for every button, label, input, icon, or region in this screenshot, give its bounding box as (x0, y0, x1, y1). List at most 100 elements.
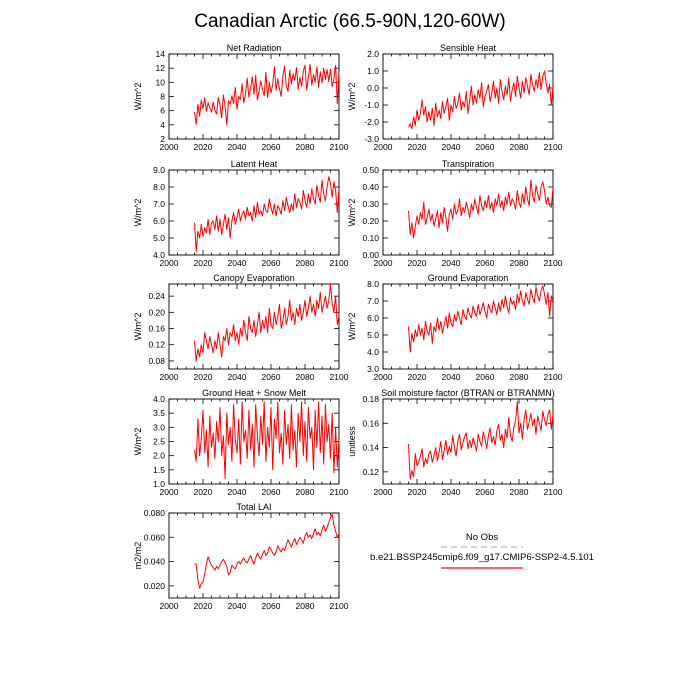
y-axis-label: W/m^2 (347, 83, 357, 111)
series-line (408, 70, 554, 130)
y-tick-label: 14 (156, 49, 166, 59)
x-tick-label: 2040 (228, 601, 247, 611)
y-tick-label: 5.0 (367, 330, 379, 340)
x-tick-label: 2080 (510, 258, 529, 268)
x-tick-label: 2040 (442, 258, 461, 268)
y-axis-label: W/m^2 (133, 428, 143, 456)
y-axis-label: W/m^2 (133, 199, 143, 227)
x-tick-label: 2020 (408, 258, 427, 268)
y-tick-label: 0.18 (362, 394, 379, 404)
y-axis-label: W/m^2 (133, 313, 143, 341)
x-tick-label: 2100 (330, 372, 349, 382)
plot-frame (168, 169, 340, 256)
x-tick-label: 2040 (442, 487, 461, 497)
x-tick-label: 2040 (442, 372, 461, 382)
legend-label-model-run: b.e21.BSSP245cmip6.f09_g17.CMIP6-SSP2-4.… (370, 552, 594, 563)
x-tick-label: 2060 (476, 258, 495, 268)
y-tick-label: 6.0 (153, 216, 165, 226)
chart-net-radiation: Net Radiation 2000 2020 2040 2060 2080 2100 2 4 6… (133, 43, 349, 152)
x-tick-label: 2040 (442, 142, 461, 152)
chart-title: Sensible Heat (440, 43, 497, 53)
y-tick-label: 0.040 (144, 557, 166, 567)
chart-latent-heat: Latent Heat 2000 2020 2040 2060 2080 2100 4.0 5.… (133, 159, 349, 268)
x-tick-label: 2020 (194, 601, 213, 611)
x-tick-label: 2020 (408, 487, 427, 497)
y-tick-label: 5.0 (153, 233, 165, 243)
y-tick-label: 8 (160, 92, 165, 102)
y-axis-label: W/m^2 (347, 313, 357, 341)
x-tick-label: 2060 (262, 487, 281, 497)
panels-group: Net Radiation 2000 2020 2040 2060 2080 2100 2 4 6… (133, 43, 563, 611)
x-tick-label: 2040 (228, 487, 247, 497)
y-tick-label: 4.0 (153, 250, 165, 260)
y-tick-label: 3.5 (153, 408, 165, 418)
chart-total-lai: Total LAI 2000 2020 2040 2060 2080 2100 0.020 0.… (133, 502, 349, 611)
y-tick-label: 2.5 (153, 437, 165, 447)
y-tick-label: 0.20 (362, 216, 379, 226)
plot-frame (382, 398, 554, 485)
y-tick-label: 0.14 (362, 443, 379, 453)
plot-frame (168, 53, 340, 140)
series-line (194, 176, 340, 253)
x-tick-label: 2100 (544, 487, 563, 497)
y-tick-label: 4.0 (153, 394, 165, 404)
chart-title: Transpiration (442, 159, 494, 169)
y-tick-label: 1.5 (153, 465, 165, 475)
x-tick-label: 2000 (374, 372, 393, 382)
x-tick-label: 2020 (194, 372, 213, 382)
y-tick-label: 3.0 (153, 422, 165, 432)
chart-title: Canopy Evaporation (213, 273, 295, 283)
y-axis-label: m2/m2 (133, 542, 143, 570)
x-tick-label: 2000 (374, 142, 393, 152)
y-tick-label: 0.50 (362, 165, 379, 175)
y-tick-label: 1.0 (367, 66, 379, 76)
chart-title: Net Radiation (227, 43, 282, 53)
x-tick-label: 2100 (544, 258, 563, 268)
y-tick-label: 1.0 (153, 479, 165, 489)
y-tick-label: 0.080 (144, 508, 166, 518)
y-tick-label: 2 (160, 134, 165, 144)
y-tick-label: 12 (156, 63, 166, 73)
y-tick-label: 0.00 (362, 250, 379, 260)
y-tick-label: 0.40 (362, 182, 379, 192)
x-tick-label: 2060 (262, 601, 281, 611)
y-tick-label: 2.0 (367, 49, 379, 59)
plot-frame (168, 398, 340, 485)
chart-title: Latent Heat (231, 159, 278, 169)
series-line (194, 283, 340, 362)
y-tick-label: 9.0 (153, 165, 165, 175)
y-axis-label: unitless (347, 426, 357, 457)
y-tick-label: 0.24 (148, 291, 165, 301)
x-tick-label: 2000 (160, 487, 179, 497)
y-tick-label: 10 (156, 77, 166, 87)
x-tick-label: 2040 (228, 372, 247, 382)
y-tick-label: 0.16 (362, 418, 379, 428)
x-tick-label: 2100 (330, 487, 349, 497)
y-tick-label: 0.12 (362, 467, 379, 477)
y-tick-label: 7.0 (367, 296, 379, 306)
y-tick-label: -1.0 (364, 100, 379, 110)
series-line (408, 400, 554, 480)
y-tick-label: 6 (160, 106, 165, 116)
x-tick-label: 2080 (296, 601, 315, 611)
chart-title: Ground Heat + Snow Melt (202, 388, 306, 398)
x-tick-label: 2080 (296, 372, 315, 382)
plot-frame (168, 512, 340, 599)
series-line (194, 513, 340, 589)
y-tick-label: 6.0 (367, 313, 379, 323)
x-tick-label: 2020 (194, 258, 213, 268)
x-tick-label: 2080 (510, 487, 529, 497)
chart-transpiration: Transpiration 2000 2020 2040 2060 2080 2100 0.0… (347, 159, 563, 268)
y-tick-label: 7.0 (153, 199, 165, 209)
x-tick-label: 2040 (228, 142, 247, 152)
x-tick-label: 2100 (544, 372, 563, 382)
chart-soil-moisture-factor-btran-or-btranmn: Soil moisture factor (BTRAN or BTRANMN) 2… (347, 388, 563, 497)
y-tick-label: 0.12 (148, 340, 165, 350)
series-line (194, 401, 340, 479)
chart-title: Soil moisture factor (BTRAN or BTRANMN) (381, 388, 555, 398)
legend: No Obs b.e21.BSSP245cmip6.f09_g17.CMIP6-… (370, 532, 594, 569)
x-tick-label: 2060 (476, 142, 495, 152)
y-tick-label: 2.0 (153, 451, 165, 461)
y-tick-label: 0.20 (148, 307, 165, 317)
x-tick-label: 2020 (408, 142, 427, 152)
